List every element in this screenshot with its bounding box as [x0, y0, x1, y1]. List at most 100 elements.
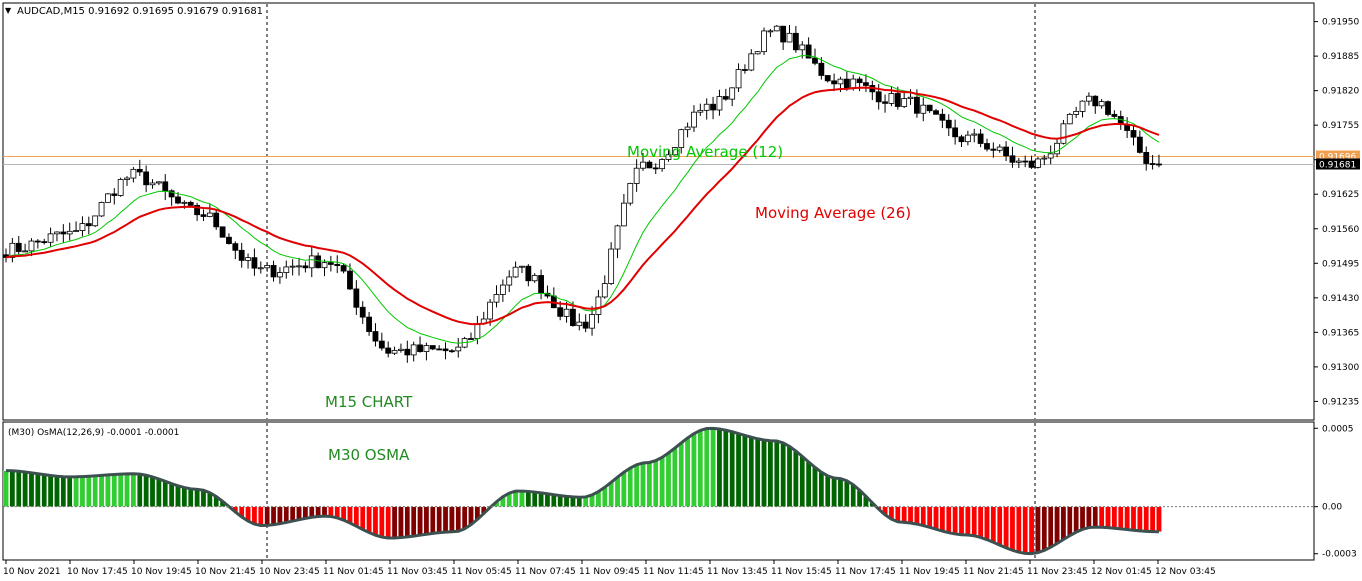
price-tag-upper: 0.91696: [1316, 150, 1360, 163]
candle: [1066, 112, 1073, 125]
candle: [111, 188, 118, 205]
osma-bar: [914, 506, 920, 525]
osma-bar: [105, 474, 111, 507]
osma-bar: [939, 506, 946, 532]
price-tick-label: 0.91755: [1322, 121, 1359, 131]
osma-bar: [1137, 506, 1143, 532]
osma-bar: [111, 474, 118, 507]
candle: [41, 238, 48, 245]
osma-bar: [1098, 506, 1105, 528]
candle: [780, 25, 787, 50]
candle: [576, 313, 583, 331]
candlestick-series: [3, 24, 1162, 363]
candle: [277, 267, 283, 284]
osma-bar: [277, 506, 283, 524]
time-tick-label: 11 Nov 07:45: [515, 567, 576, 577]
osma-tick-label: -0.0003: [1322, 550, 1357, 560]
osma-bar: [175, 485, 181, 507]
candle: [136, 159, 143, 176]
candle: [933, 108, 939, 115]
candle: [124, 176, 130, 186]
candle: [366, 311, 372, 336]
candle: [200, 209, 207, 222]
candle: [98, 201, 105, 217]
candle: [671, 146, 678, 156]
price-tag-current: 0.91681: [1316, 158, 1360, 170]
candle: [716, 89, 723, 116]
candle: [1009, 146, 1016, 168]
candle: [1060, 119, 1067, 145]
osma-bar: [372, 506, 379, 536]
osma-bar: [633, 464, 640, 507]
osma-bar: [398, 506, 404, 538]
candle: [296, 257, 302, 276]
candle: [238, 242, 245, 268]
candle: [327, 255, 334, 272]
osma-bar: [544, 493, 551, 507]
osma-bar: [162, 481, 169, 507]
candle: [334, 255, 341, 274]
osma-bar: [1028, 506, 1035, 554]
osma-bar: [92, 475, 98, 507]
candle: [1086, 92, 1092, 106]
candle: [378, 332, 385, 351]
candle: [60, 224, 67, 243]
osma-bar: [710, 428, 716, 507]
osma-bar: [754, 438, 761, 507]
osma-bar: [646, 462, 653, 507]
osma-header: (M30) OsMA(12,26,9) -0.0001 -0.0001: [8, 428, 179, 438]
osma-bar: [130, 473, 137, 507]
osma-bar: [1009, 506, 1016, 551]
candle: [79, 216, 86, 237]
candle: [633, 159, 640, 192]
osma-bar: [1073, 506, 1079, 533]
osma-bar: [684, 437, 691, 507]
osma-bar: [659, 457, 665, 507]
osma-bar: [98, 475, 105, 507]
osma-bar: [270, 506, 277, 525]
candle: [47, 227, 54, 247]
candle: [1054, 139, 1060, 158]
candle: [1143, 146, 1150, 171]
osma-bar: [442, 506, 449, 533]
candle: [525, 264, 532, 287]
candle: [691, 105, 697, 132]
osma-bar: [455, 506, 462, 532]
time-tick-label: 11 Nov 21:45: [963, 567, 1024, 577]
price-tick-label: 0.91820: [1322, 87, 1359, 97]
osma-bar: [1086, 506, 1092, 528]
osma-bar: [149, 476, 156, 507]
candle: [608, 242, 615, 286]
candle: [945, 114, 952, 137]
osma-bar: [1156, 506, 1162, 532]
osma-bar: [844, 480, 850, 507]
candle: [684, 122, 691, 138]
candle: [678, 128, 685, 154]
osma-bar: [1054, 506, 1060, 544]
price-tick-label: 0.91625: [1322, 190, 1359, 200]
candle: [958, 134, 965, 148]
candle: [1130, 125, 1137, 146]
candle: [952, 119, 959, 145]
candle: [206, 203, 213, 218]
osma-bar: [1041, 506, 1048, 551]
candle: [1105, 100, 1111, 117]
moving-average-lines: [5, 54, 1160, 344]
osma-bar: [697, 430, 704, 507]
candle: [353, 280, 360, 315]
osma-bar: [901, 506, 907, 523]
osma-bar: [1149, 506, 1156, 532]
candle: [28, 238, 35, 257]
osma-bar: [831, 477, 837, 507]
symbol-header-arrow[interactable]: ▼: [5, 6, 12, 15]
candle: [601, 275, 608, 299]
osma-axis: 0.0005 0.00 -0.0003: [1314, 424, 1357, 560]
osma-bar: [824, 475, 831, 507]
candle: [754, 51, 761, 55]
time-axis: 10 Nov 2021 10 Nov 17:45 10 Nov 19:45 10 No…: [3, 560, 1216, 577]
time-tick-label: 11 Nov 03:45: [387, 567, 448, 577]
candle: [308, 246, 315, 278]
candle: [665, 150, 672, 162]
osma-bar: [691, 433, 697, 507]
